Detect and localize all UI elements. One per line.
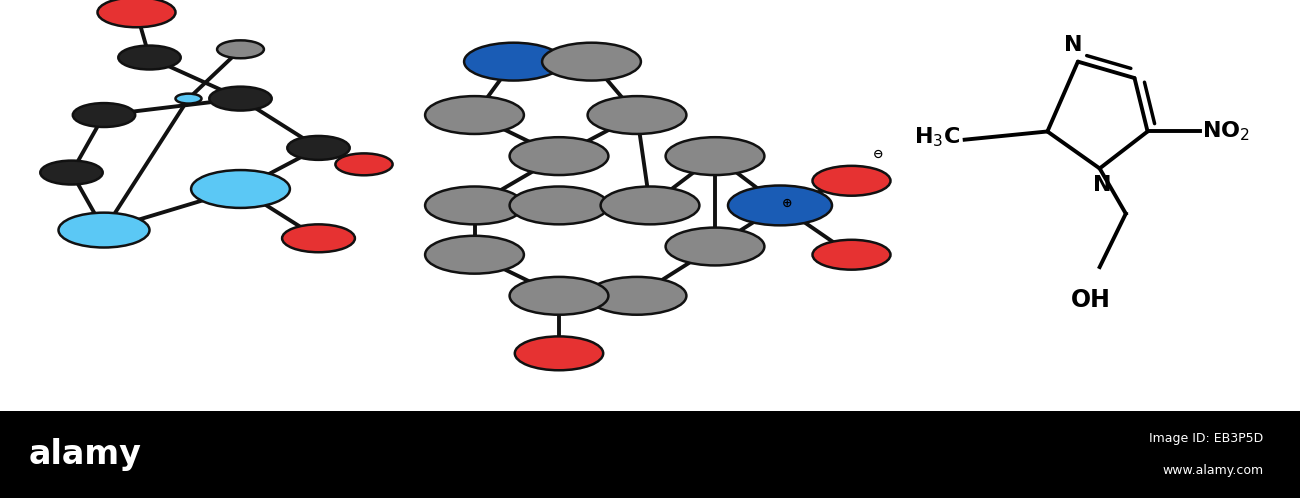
Circle shape xyxy=(515,337,603,371)
Circle shape xyxy=(40,160,103,185)
Circle shape xyxy=(209,87,272,111)
Circle shape xyxy=(510,187,608,224)
Circle shape xyxy=(282,224,355,252)
Circle shape xyxy=(118,46,181,70)
Text: H$_3$C: H$_3$C xyxy=(914,126,961,149)
Circle shape xyxy=(425,187,524,224)
Circle shape xyxy=(98,0,176,27)
Text: OH: OH xyxy=(1071,287,1112,312)
Circle shape xyxy=(464,43,563,81)
Bar xyxy=(0,411,1300,498)
Circle shape xyxy=(601,187,699,224)
Circle shape xyxy=(588,277,686,315)
Text: Image ID: EB3P5D: Image ID: EB3P5D xyxy=(1149,432,1264,445)
Circle shape xyxy=(666,228,764,265)
Circle shape xyxy=(191,170,290,208)
Circle shape xyxy=(588,96,686,134)
Text: www.alamy.com: www.alamy.com xyxy=(1162,464,1264,477)
Text: alamy: alamy xyxy=(29,438,142,471)
Circle shape xyxy=(812,166,891,196)
Circle shape xyxy=(425,236,524,274)
Text: N: N xyxy=(1092,175,1112,195)
Text: $\mathbf{\oplus}$: $\mathbf{\oplus}$ xyxy=(781,197,792,210)
Circle shape xyxy=(542,43,641,81)
Circle shape xyxy=(287,136,350,160)
Circle shape xyxy=(728,186,832,226)
Circle shape xyxy=(425,96,524,134)
Text: N: N xyxy=(1065,35,1083,55)
Circle shape xyxy=(176,94,202,104)
Circle shape xyxy=(666,137,764,175)
Text: NO$_2$: NO$_2$ xyxy=(1202,120,1251,143)
Circle shape xyxy=(217,40,264,58)
Circle shape xyxy=(335,153,393,175)
Circle shape xyxy=(73,103,135,127)
Circle shape xyxy=(510,277,608,315)
Circle shape xyxy=(58,213,150,248)
Text: $\mathbf{\ominus}$: $\mathbf{\ominus}$ xyxy=(872,147,883,160)
Circle shape xyxy=(812,240,891,270)
Circle shape xyxy=(510,137,608,175)
